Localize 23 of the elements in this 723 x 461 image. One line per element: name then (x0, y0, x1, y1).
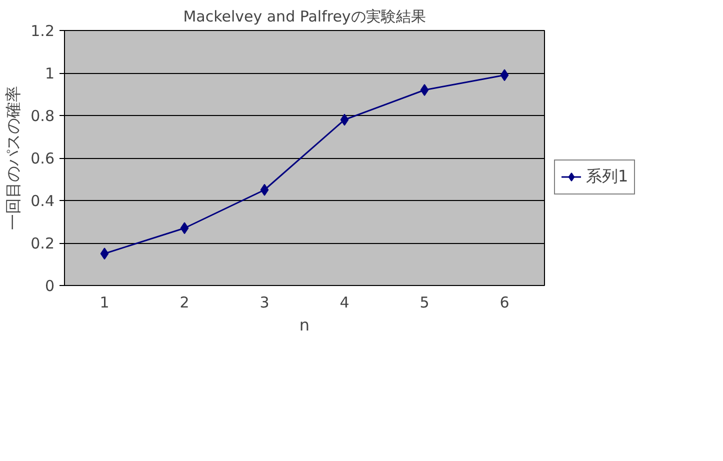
x-tick-label: 5 (420, 294, 430, 312)
x-tick-label: 2 (180, 294, 190, 312)
x-tick-label: 4 (340, 294, 350, 312)
y-tick-label: 0.2 (30, 234, 55, 252)
y-tick-label: 1 (44, 64, 55, 82)
y-tick-label: 1.2 (30, 22, 55, 40)
x-tick-label: 1 (100, 294, 110, 312)
x-tick-label: 3 (260, 294, 270, 312)
point (180, 222, 189, 234)
legend-label: 系列1 (586, 166, 628, 187)
point (260, 184, 269, 196)
x-axis-title: n (299, 316, 310, 334)
chart-title: Mackelvey and Palfreyの実験結果 (183, 8, 426, 26)
point (100, 248, 109, 260)
y-tick-label: 0.4 (30, 192, 55, 210)
point (340, 114, 349, 126)
point (500, 69, 509, 82)
y-tick-label: 0.6 (30, 150, 55, 168)
y-tick-label: 0 (44, 277, 55, 295)
y-tick-label: 0.8 (30, 107, 55, 125)
point (420, 84, 429, 96)
y-axis-title: 一回目のパスの確率 (4, 86, 23, 230)
x-tick-label: 6 (500, 294, 510, 312)
